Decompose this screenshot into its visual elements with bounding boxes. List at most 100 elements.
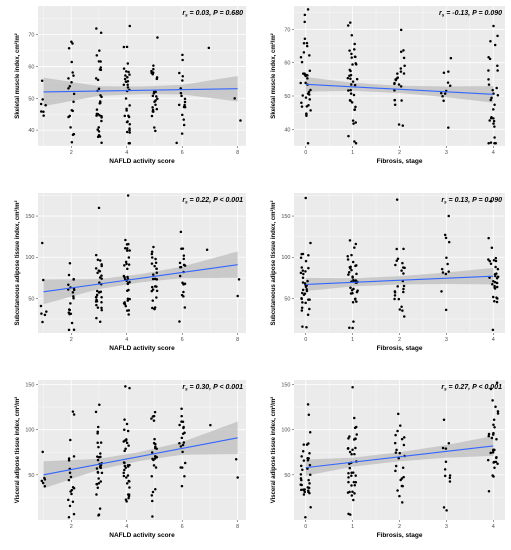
data-point: [443, 92, 447, 95]
data-point: [400, 477, 404, 480]
data-point: [492, 122, 495, 125]
y-axis-label: Skeletal muscle index, cm²/m²: [270, 33, 277, 118]
data-point: [122, 471, 125, 475]
data-point: [124, 74, 127, 77]
data-point: [128, 127, 131, 130]
data-point: [301, 94, 304, 97]
data-point: [302, 493, 306, 496]
data-point: [304, 301, 307, 305]
data-point: [97, 206, 101, 210]
x-tick-label: 6: [181, 524, 184, 530]
data-point: [175, 141, 178, 145]
data-point: [182, 118, 185, 121]
data-point: [493, 284, 496, 288]
data-point: [488, 119, 491, 122]
data-point: [301, 252, 305, 256]
data-point: [354, 474, 357, 477]
data-point: [71, 291, 75, 294]
data-point: [179, 466, 182, 469]
data-point: [494, 460, 498, 464]
data-point: [98, 276, 102, 279]
data-point: [150, 262, 154, 265]
data-point: [495, 456, 498, 460]
data-point: [396, 489, 399, 492]
data-point: [493, 466, 496, 469]
data-point: [306, 77, 309, 80]
data-point: [152, 458, 155, 462]
data-point: [354, 141, 358, 145]
data-point: [350, 253, 353, 257]
data-point: [128, 280, 131, 284]
data-point: [299, 473, 303, 476]
data-point: [183, 282, 187, 286]
data-point: [124, 498, 128, 501]
data-point: [94, 77, 98, 80]
data-point: [349, 69, 352, 73]
data-point: [183, 100, 187, 104]
data-point: [100, 274, 103, 277]
data-point: [302, 41, 306, 45]
data-point: [349, 77, 352, 80]
data-point: [393, 294, 397, 297]
data-point: [125, 422, 129, 426]
data-point: [441, 271, 445, 274]
data-point: [123, 114, 127, 118]
data-point: [100, 306, 103, 310]
data-point: [124, 238, 127, 242]
chart-panel-1: 2 4 6 8 40 50 60 70 rs = 0.03, P = 0.680 NAFLD ac…: [14, 6, 246, 165]
data-point: [150, 289, 154, 293]
data-point: [493, 426, 496, 429]
data-point: [496, 275, 500, 278]
data-point: [97, 87, 101, 90]
data-point: [448, 84, 452, 87]
data-point: [442, 71, 446, 75]
data-point: [354, 62, 357, 65]
data-point: [403, 436, 406, 439]
data-point: [307, 413, 311, 417]
data-point: [299, 56, 303, 59]
data-point: [496, 410, 500, 413]
data-point: [124, 97, 128, 100]
data-point: [393, 98, 396, 102]
data-point: [445, 256, 448, 259]
data-point: [401, 466, 405, 469]
data-point: [355, 272, 358, 276]
data-point: [43, 485, 47, 488]
correlation-annotation: rs = -0.13, P = 0.090: [439, 10, 502, 18]
data-point: [489, 141, 493, 144]
data-point: [68, 504, 72, 508]
data-point: [308, 431, 312, 434]
data-point: [97, 134, 101, 137]
data-point: [394, 464, 398, 468]
data-point: [346, 447, 350, 450]
data-point: [349, 265, 352, 269]
chart-panel-6: 0 1 2 3 4 50 100 150 rs = 0.27, P < 0.001 Fibrosi…: [270, 380, 505, 539]
data-point: [444, 460, 448, 463]
data-point: [151, 490, 155, 494]
data-point: [180, 414, 183, 418]
data-point: [43, 313, 47, 317]
data-point: [155, 447, 158, 451]
data-point: [300, 101, 303, 105]
data-point: [305, 105, 309, 108]
data-point: [397, 412, 400, 416]
data-point: [354, 105, 357, 109]
data-point: [306, 141, 310, 145]
data-point: [308, 463, 312, 467]
data-point: [94, 253, 98, 257]
data-point: [299, 81, 302, 85]
x-tick-label: 4: [125, 150, 128, 156]
data-point: [67, 498, 70, 502]
data-point: [395, 259, 399, 263]
data-point: [354, 446, 357, 450]
data-point: [352, 279, 356, 283]
data-point: [308, 491, 311, 495]
data-point: [155, 455, 159, 459]
data-point: [348, 326, 351, 329]
data-point: [449, 56, 453, 60]
data-point: [394, 451, 398, 454]
data-point: [304, 196, 307, 200]
data-point: [353, 452, 356, 456]
data-point: [492, 418, 496, 421]
data-point: [123, 247, 127, 250]
